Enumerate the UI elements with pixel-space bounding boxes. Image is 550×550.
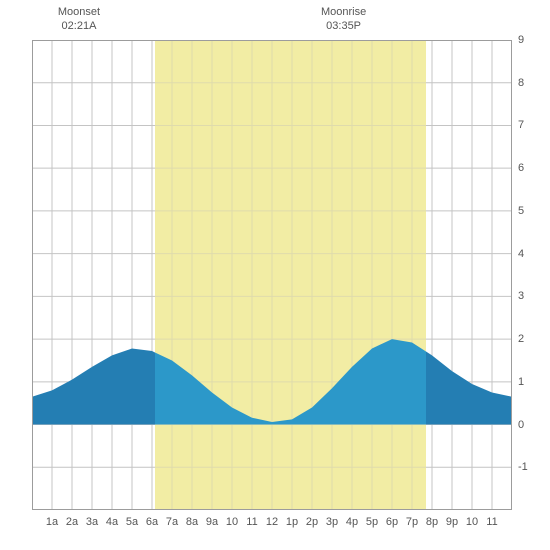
y-tick-label: 0 — [518, 419, 524, 431]
x-tick-label: 4a — [106, 516, 118, 528]
y-tick-label: 2 — [518, 333, 524, 345]
y-tick-label: 9 — [518, 34, 524, 46]
y-tick-label: 5 — [518, 205, 524, 217]
annotation-moonset: Moonset02:21A — [58, 6, 100, 34]
x-tick-label: 5a — [126, 516, 138, 528]
x-tick-label: 8p — [426, 516, 438, 528]
x-tick-label: 9p — [446, 516, 458, 528]
x-tick-label: 8a — [186, 516, 198, 528]
y-tick-label: 3 — [518, 290, 524, 302]
x-tick-label: 2p — [306, 516, 318, 528]
x-tick-label: 1p — [286, 516, 298, 528]
x-tick-label: 5p — [366, 516, 378, 528]
y-tick-label: -1 — [518, 461, 528, 473]
y-tick-label: 6 — [518, 162, 524, 174]
tide-chart: Moonset02:21AMoonrise03:35P-101234567891… — [0, 0, 550, 550]
plot-area — [32, 40, 512, 510]
y-tick-label: 4 — [518, 248, 524, 260]
x-tick-label: 7a — [166, 516, 178, 528]
x-tick-label: 3p — [326, 516, 338, 528]
y-tick-label: 1 — [518, 376, 524, 388]
annotation-moonrise: Moonrise03:35P — [321, 6, 366, 34]
y-tick-label: 8 — [518, 77, 524, 89]
x-tick-label: 9a — [206, 516, 218, 528]
x-tick-label: 11 — [486, 516, 497, 528]
x-tick-label: 1a — [46, 516, 58, 528]
x-tick-label: 6p — [386, 516, 398, 528]
y-tick-label: 7 — [518, 119, 524, 131]
x-tick-label: 11 — [246, 516, 257, 528]
x-tick-label: 10 — [226, 516, 238, 528]
x-tick-label: 3a — [86, 516, 98, 528]
x-tick-label: 7p — [406, 516, 418, 528]
x-tick-label: 6a — [146, 516, 158, 528]
x-tick-label: 10 — [466, 516, 478, 528]
x-tick-label: 12 — [266, 516, 278, 528]
x-tick-label: 4p — [346, 516, 358, 528]
x-tick-label: 2a — [66, 516, 78, 528]
